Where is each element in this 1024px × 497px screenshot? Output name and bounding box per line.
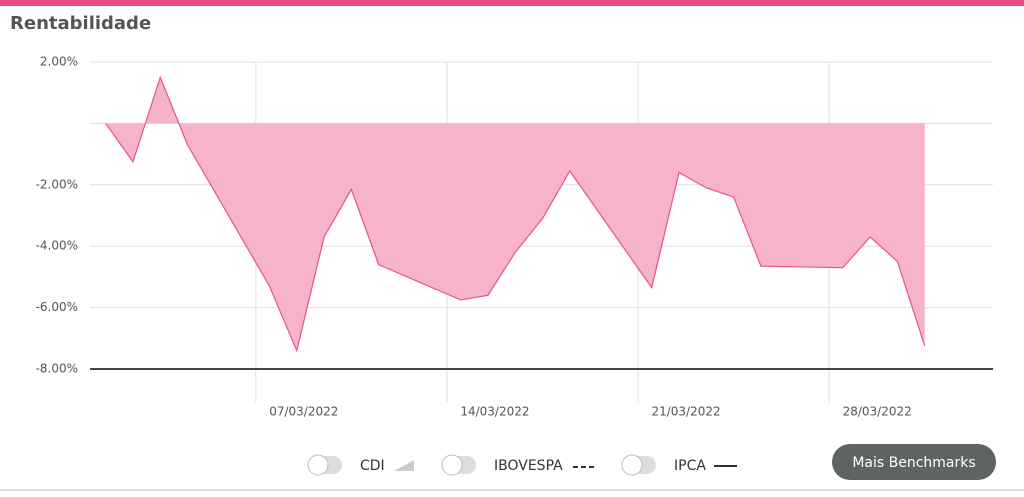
- y-tick-label: -2.00%: [36, 177, 78, 191]
- y-tick-label: 2.00%: [40, 55, 78, 69]
- y-tick-label: -8.00%: [36, 362, 78, 376]
- toggle-ibovespa[interactable]: IBOVESPA: [441, 454, 596, 476]
- area: [105, 77, 925, 351]
- toggle-knob[interactable]: [621, 454, 643, 476]
- button-label[interactable]: Mais Benchmarks: [852, 455, 975, 471]
- x-tick-label: 14/03/2022: [460, 405, 529, 419]
- legend-icon: [394, 460, 414, 471]
- line: [105, 75, 926, 353]
- toggle-knob[interactable]: [307, 454, 329, 476]
- y-tick-label: -4.00%: [36, 239, 78, 253]
- button-bg[interactable]: [832, 444, 996, 480]
- chart-title: Rentabilidade: [10, 13, 151, 34]
- benchmarks-button[interactable]: Mais Benchmarks: [832, 444, 996, 480]
- toggle-ipca[interactable]: IPCA: [621, 454, 737, 476]
- toggle-cdi[interactable]: CDI: [307, 454, 414, 476]
- y-tick-label: -6.00%: [36, 300, 78, 314]
- legend-label: IPCA: [674, 458, 706, 474]
- toggle-knob[interactable]: [441, 454, 463, 476]
- x-tick-label: 28/03/2022: [843, 405, 912, 419]
- x-tick-label: 21/03/2022: [651, 405, 720, 419]
- x-tick-label: 07/03/2022: [269, 405, 338, 419]
- legend-label: CDI: [360, 458, 385, 474]
- top-bar: [0, 0, 1024, 6]
- legend-label: IBOVESPA: [494, 458, 563, 474]
